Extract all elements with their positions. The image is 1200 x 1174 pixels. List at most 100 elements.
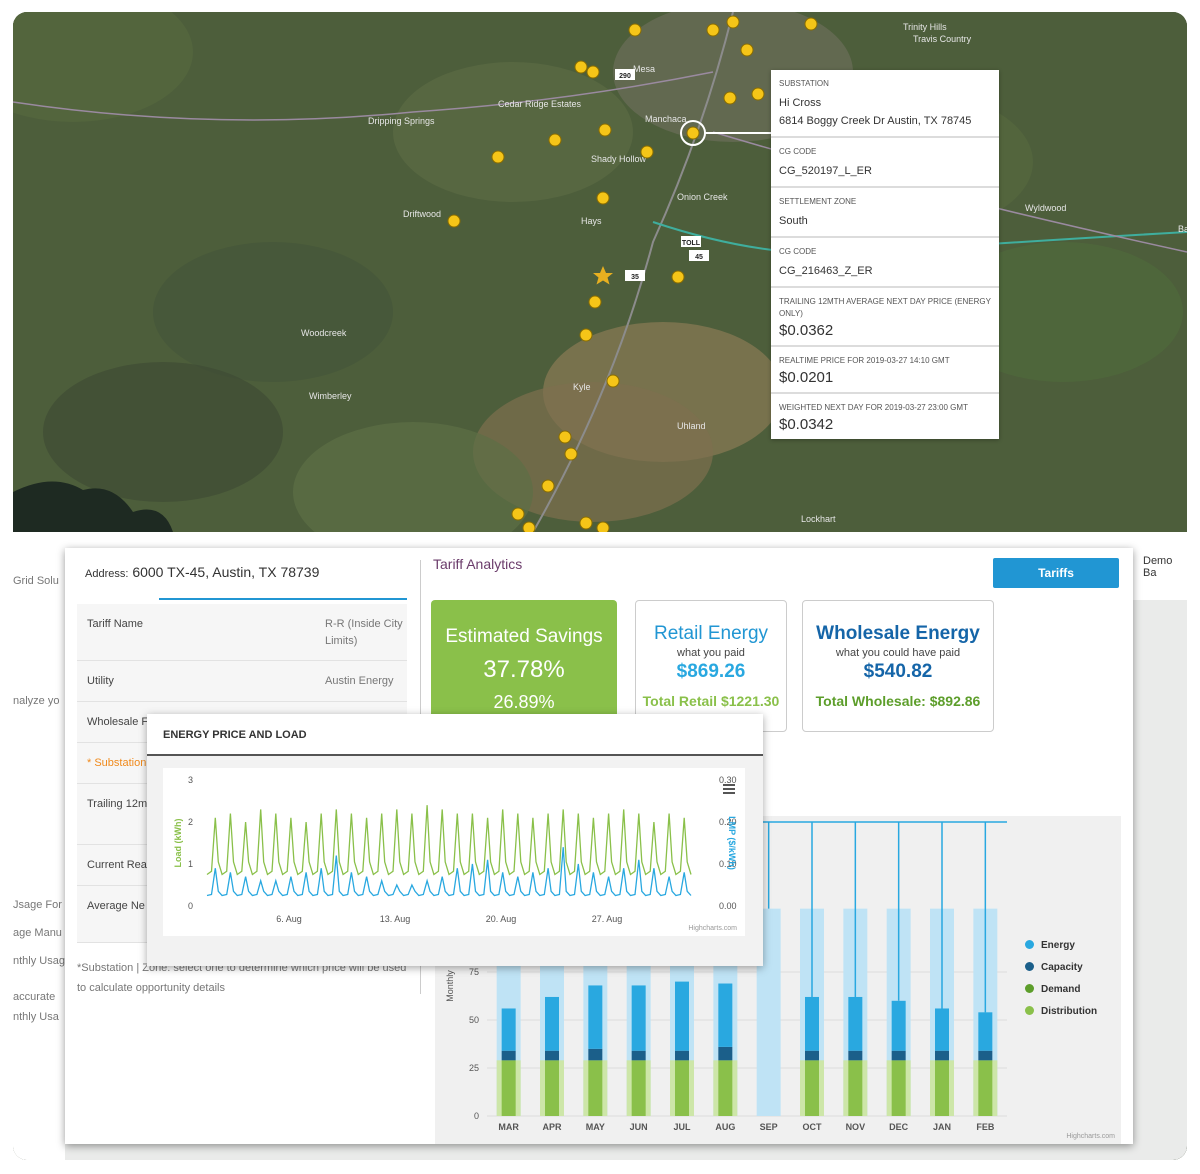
bar-energy[interactable]: [978, 1012, 993, 1051]
bar-capacity[interactable]: [805, 1050, 819, 1061]
load-line[interactable]: [206, 805, 692, 876]
substation-marker[interactable]: [596, 191, 610, 205]
x-tick-label: 20. Aug: [486, 914, 517, 924]
realtime-value: $0.0201: [779, 369, 834, 386]
substation-marker[interactable]: [548, 133, 562, 147]
bar-capacity[interactable]: [501, 1050, 516, 1061]
substation-marker[interactable]: [588, 295, 602, 309]
legend-label: Capacity: [1041, 962, 1083, 973]
y-tick-label: 25: [469, 1063, 479, 1073]
substation-marker[interactable]: [491, 150, 505, 164]
substation-marker[interactable]: [564, 447, 578, 461]
bar-capacity[interactable]: [631, 1050, 646, 1061]
bar-distribution[interactable]: [891, 1060, 906, 1116]
bar-capacity[interactable]: [545, 1050, 559, 1061]
substation-marker[interactable]: [628, 23, 642, 37]
bar-energy[interactable]: [631, 985, 646, 1051]
chart-menu-icon[interactable]: [723, 784, 735, 786]
highway-290: [13, 71, 714, 121]
substation-marker[interactable]: [598, 123, 612, 137]
terrain-patch: [153, 242, 393, 382]
substation-marker[interactable]: [511, 507, 525, 521]
legend-item[interactable]: Energy: [1025, 940, 1097, 951]
town-label: Driftwood: [403, 209, 441, 219]
bar-distribution[interactable]: [935, 1060, 949, 1116]
bar-capacity[interactable]: [848, 1050, 863, 1061]
terrain-patch: [293, 422, 533, 532]
substation-marker[interactable]: [574, 60, 588, 74]
bar-energy[interactable]: [805, 996, 819, 1051]
substation-marker[interactable]: [522, 521, 536, 532]
substation-marker[interactable]: [740, 43, 754, 57]
bar-distribution[interactable]: [588, 1060, 603, 1116]
tariff-row-label: Wholesale F: [87, 716, 149, 728]
substation-marker[interactable]: [447, 214, 461, 228]
bar-energy[interactable]: [545, 996, 559, 1051]
substation-marker[interactable]: [586, 65, 600, 79]
substation-marker[interactable]: [726, 15, 740, 29]
bar-capacity[interactable]: [588, 1048, 603, 1061]
x-tick-label: MAY: [586, 1122, 605, 1132]
estimated-savings-percent: 37.78%: [483, 656, 565, 683]
town-label: Cedar Ridge Estates: [498, 99, 582, 109]
monthly-cost-chart: 0 25 50 75 Monthly MAR APR MAY JUN JUL AUG SEP OCT NO…: [435, 816, 1121, 1144]
bar-distribution[interactable]: [631, 1060, 646, 1116]
bar-energy[interactable]: [848, 996, 863, 1051]
bar-distribution[interactable]: [718, 1060, 733, 1116]
bar-capacity[interactable]: [718, 1046, 733, 1061]
bar-energy[interactable]: [935, 1008, 949, 1051]
legend-item[interactable]: Demand: [1025, 984, 1097, 995]
substation-marker[interactable]: [606, 374, 620, 388]
y-tick-label: 1: [188, 859, 193, 869]
substation-marker[interactable]: [751, 87, 765, 101]
bar-energy[interactable]: [891, 1000, 906, 1051]
y-tick-label: 75: [469, 967, 479, 977]
chart-menu-icon[interactable]: [723, 788, 735, 790]
bar-distribution[interactable]: [978, 1060, 993, 1116]
substation-marker[interactable]: [596, 521, 610, 532]
bar-energy[interactable]: [718, 983, 733, 1047]
substation-marker[interactable]: [579, 516, 593, 530]
cg-code-section-1: CG CODE CG_520197_L_ER: [771, 138, 999, 188]
chart-credit: Highcharts.com: [688, 925, 737, 932]
lmp-line[interactable]: [206, 847, 692, 897]
legend-label: Energy: [1041, 940, 1075, 951]
substation-marker[interactable]: [558, 430, 572, 444]
substation-marker[interactable]: [579, 328, 593, 342]
map-view[interactable]: Dripping Springs Shady Hollow Driftwood Hay…: [13, 12, 1187, 532]
bar-distribution[interactable]: [805, 1060, 819, 1116]
town-label: Kyle: [573, 382, 591, 392]
bar-distribution[interactable]: [545, 1060, 559, 1116]
substation-marker[interactable]: [640, 145, 654, 159]
bar-capacity[interactable]: [978, 1050, 993, 1061]
tariffs-button[interactable]: Tariffs: [993, 558, 1119, 588]
bar-energy[interactable]: [501, 1008, 516, 1051]
bar-capacity[interactable]: [935, 1050, 949, 1061]
substation-marker[interactable]: [541, 479, 555, 493]
x-tick-label: AUG: [715, 1122, 735, 1132]
substation-marker[interactable]: [686, 126, 700, 140]
substation-marker[interactable]: [804, 17, 818, 31]
legend-item[interactable]: Distribution: [1025, 1006, 1097, 1017]
road-shield: [681, 236, 701, 247]
bar-capacity[interactable]: [675, 1050, 689, 1061]
bar-energy[interactable]: [675, 981, 689, 1051]
bar-energy[interactable]: [588, 985, 603, 1049]
road-shield: [625, 270, 645, 281]
bar-distribution[interactable]: [675, 1060, 689, 1116]
substation-marker[interactable]: [706, 23, 720, 37]
substation-marker[interactable]: [671, 270, 685, 284]
realtime-section: REALTIME PRICE FOR 2019-03-27 14:10 GMT …: [771, 347, 999, 394]
substation-section: SUBSTATION Hi Cross 6814 Boggy Creek Dr …: [771, 70, 999, 138]
bar-distribution[interactable]: [501, 1060, 516, 1116]
address-star-icon[interactable]: [593, 266, 613, 285]
satellite-map[interactable]: Dripping Springs Shady Hollow Driftwood Hay…: [13, 12, 1187, 532]
bar-distribution[interactable]: [848, 1060, 863, 1116]
town-label: Woodcreek: [301, 328, 347, 338]
substation-marker[interactable]: [723, 91, 737, 105]
chart-menu-icon[interactable]: [723, 792, 735, 794]
weighted-value: $0.0342: [779, 416, 834, 433]
bar-capacity[interactable]: [891, 1050, 906, 1061]
y2-tick-label: 0.00: [719, 901, 737, 911]
legend-item[interactable]: Capacity: [1025, 962, 1097, 973]
